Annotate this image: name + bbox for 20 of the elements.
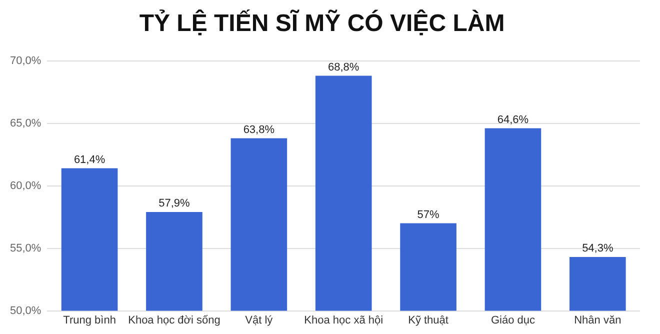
data-label: 64,6% xyxy=(497,114,529,126)
chart-title: TỶ LỆ TIẾN SĨ MỸ CÓ VIỆC LÀM xyxy=(139,9,505,38)
data-label: 57% xyxy=(417,208,440,221)
x-tick-label: Khoa học xã hội xyxy=(304,314,384,326)
x-tick-label: Kỹ thuật xyxy=(408,314,448,326)
data-label: 54,3% xyxy=(582,242,614,255)
x-tick-label: Giáo dục xyxy=(490,314,536,326)
y-tick-label: 50,0% xyxy=(10,304,42,317)
y-tick-label: 65,0% xyxy=(10,117,42,130)
x-tick-label: Vật lý xyxy=(245,314,274,326)
data-label: 57,9% xyxy=(158,198,190,210)
data-label: 63,8% xyxy=(243,124,275,136)
y-tick-label: 70,0% xyxy=(10,54,42,67)
y-tick-label: 55,0% xyxy=(10,242,42,254)
x-tick-label: Nhân văn xyxy=(574,314,622,326)
data-label: 68,8% xyxy=(328,61,360,74)
x-tick-label: Trung bình xyxy=(63,314,116,326)
data-label: 61,4% xyxy=(74,154,106,166)
y-tick-label: 60,0% xyxy=(10,180,42,192)
x-tick-label: Khoa học đời sống xyxy=(128,314,220,326)
